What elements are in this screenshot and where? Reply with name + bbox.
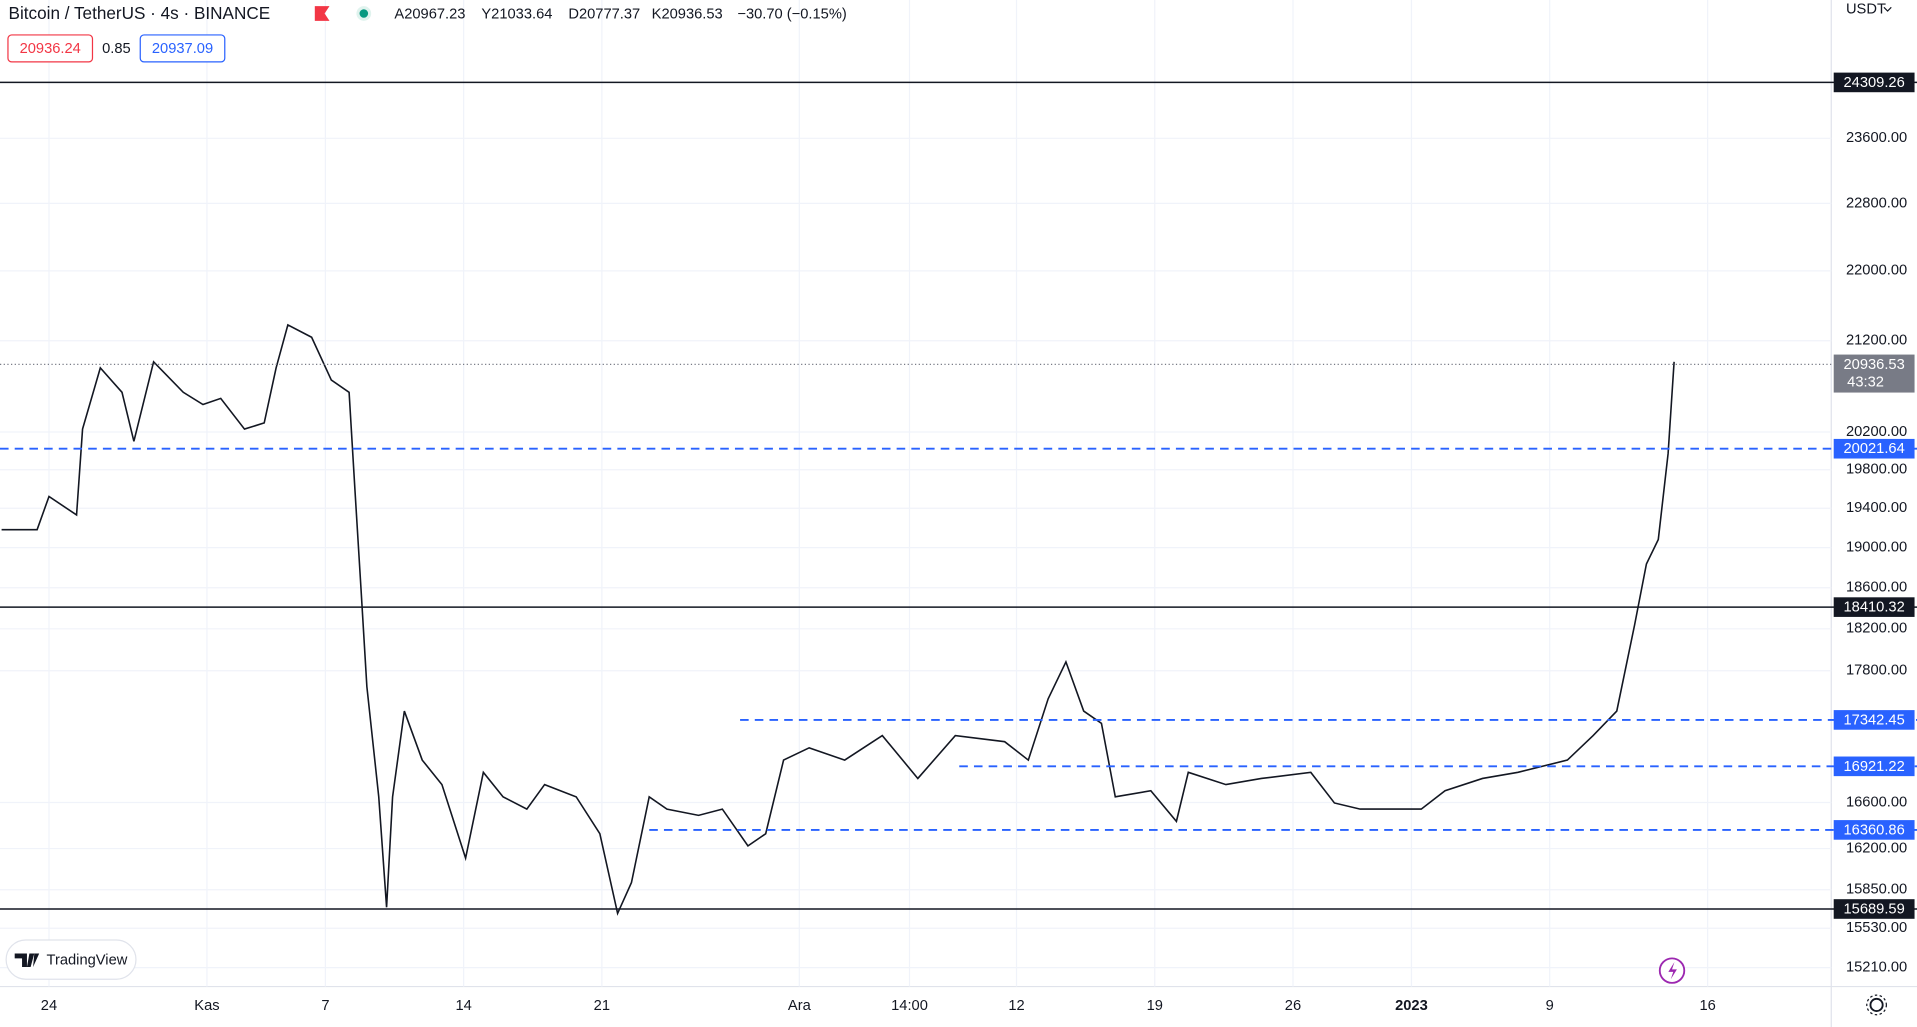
x-tick-label: 9 bbox=[1546, 998, 1554, 1014]
level-label: 18410.32 bbox=[1844, 600, 1905, 616]
last-price-label: 20936.53 bbox=[1844, 357, 1905, 373]
countdown-label: 43:32 bbox=[1847, 375, 1884, 391]
y-tick-label: 18600.00 bbox=[1846, 580, 1907, 596]
x-tick-label: 7 bbox=[321, 998, 329, 1014]
settings-icon[interactable] bbox=[1869, 997, 1884, 1012]
status-dot bbox=[359, 9, 369, 18]
x-tick-label: 12 bbox=[1008, 998, 1024, 1014]
x-tick-label: Kas bbox=[194, 998, 219, 1014]
y-tick-label: 20200.00 bbox=[1846, 424, 1907, 440]
last-price-box bbox=[1833, 354, 1915, 393]
y-tick-label: 19000.00 bbox=[1846, 539, 1907, 555]
level-label: 16360.86 bbox=[1844, 822, 1905, 838]
spread: 0.85 bbox=[102, 41, 131, 57]
level-label: 20021.64 bbox=[1844, 441, 1905, 457]
ohlc-change: −30.70 (−0.15%) bbox=[737, 7, 846, 23]
level-label: 16921.22 bbox=[1844, 759, 1905, 775]
y-tick-label: 22800.00 bbox=[1846, 195, 1907, 211]
overlay: Bitcoin / TetherUS · 4s · BINANCE A20967… bbox=[5, 2, 1892, 1016]
y-tick-label: 15210.00 bbox=[1846, 959, 1907, 975]
bid-price[interactable]: 20936.24 bbox=[20, 41, 81, 57]
y-tick-label: 16200.00 bbox=[1846, 840, 1907, 856]
brand-badge[interactable] bbox=[5, 939, 137, 980]
brand-logo[interactable] bbox=[14, 953, 40, 967]
ohlc-high: Y21033.64 bbox=[481, 7, 552, 23]
x-tick-label: Ara bbox=[788, 998, 812, 1014]
y-tick-label: 22000.00 bbox=[1846, 263, 1907, 279]
ask-box[interactable] bbox=[139, 34, 226, 63]
level-label-box bbox=[1833, 597, 1915, 617]
ohlc-close: K20936.53 bbox=[652, 7, 723, 23]
ask-price[interactable]: 20937.09 bbox=[152, 41, 213, 57]
y-tick-label: 19800.00 bbox=[1846, 462, 1907, 478]
level-label: 15689.59 bbox=[1844, 901, 1905, 917]
x-tick-label: 24 bbox=[41, 998, 57, 1014]
flag-icon[interactable] bbox=[314, 6, 330, 21]
x-tick-label: 19 bbox=[1147, 998, 1163, 1014]
x-tick-label: 21 bbox=[594, 998, 610, 1014]
y-tick-label: 19400.00 bbox=[1846, 500, 1907, 516]
y-tick-label: 21200.00 bbox=[1846, 333, 1907, 349]
bid-box[interactable] bbox=[7, 34, 94, 63]
ohlc-low: D20777.37 bbox=[568, 7, 640, 23]
x-tick-label: 26 bbox=[1285, 998, 1301, 1014]
settings-cog[interactable] bbox=[1866, 994, 1887, 1016]
y-tick-label: 16600.00 bbox=[1846, 794, 1907, 810]
level-label: 17342.45 bbox=[1844, 712, 1905, 728]
dropdown-arrow[interactable] bbox=[1883, 6, 1892, 12]
ohlc-open: A20967.23 bbox=[394, 7, 465, 23]
y-tick-label: 15530.00 bbox=[1846, 920, 1907, 936]
level-label-box bbox=[1833, 756, 1915, 777]
level-label-box bbox=[1833, 72, 1915, 93]
brand-name[interactable]: TradingView bbox=[47, 953, 128, 969]
x-tick-label: 14 bbox=[455, 998, 471, 1014]
symbol-title[interactable]: Bitcoin / TetherUS · 4s · BINANCE bbox=[9, 3, 271, 23]
level-label-box bbox=[1833, 710, 1915, 730]
x-tick-label: 2023 bbox=[1395, 998, 1428, 1014]
y-tick-label: 18200.00 bbox=[1846, 621, 1907, 637]
level-label-box bbox=[1833, 899, 1915, 919]
y-tick-label: 17800.00 bbox=[1846, 663, 1907, 679]
currency-selector[interactable]: USDT bbox=[1846, 2, 1886, 18]
y-tick-label: 15850.00 bbox=[1846, 882, 1907, 898]
x-tick-label: 14:00 bbox=[891, 998, 928, 1014]
level-label-box bbox=[1833, 438, 1915, 459]
y-tick-label: 23600.00 bbox=[1846, 130, 1907, 146]
level-label-box bbox=[1833, 820, 1915, 840]
x-tick-label: 16 bbox=[1699, 998, 1715, 1014]
price-line bbox=[1, 323, 1675, 916]
alert-bolt[interactable] bbox=[1668, 962, 1677, 980]
level-label: 24309.26 bbox=[1844, 75, 1905, 91]
